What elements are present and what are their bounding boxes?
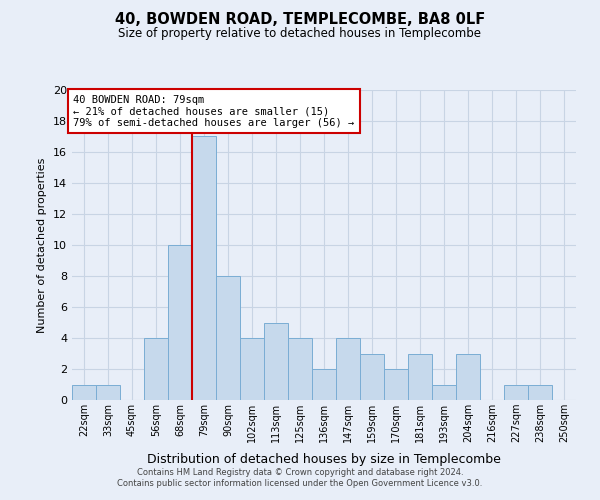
Bar	[144, 338, 168, 400]
Bar	[168, 245, 192, 400]
Text: Size of property relative to detached houses in Templecombe: Size of property relative to detached ho…	[119, 28, 482, 40]
Bar	[216, 276, 240, 400]
Text: 40, BOWDEN ROAD, TEMPLECOMBE, BA8 0LF: 40, BOWDEN ROAD, TEMPLECOMBE, BA8 0LF	[115, 12, 485, 28]
Bar	[384, 369, 408, 400]
Bar	[360, 354, 384, 400]
Text: Contains HM Land Registry data © Crown copyright and database right 2024.
Contai: Contains HM Land Registry data © Crown c…	[118, 468, 482, 487]
Bar	[312, 369, 336, 400]
Bar	[408, 354, 432, 400]
Bar	[96, 384, 120, 400]
Bar	[192, 136, 216, 400]
X-axis label: Distribution of detached houses by size in Templecombe: Distribution of detached houses by size …	[147, 454, 501, 466]
Bar	[504, 384, 528, 400]
Y-axis label: Number of detached properties: Number of detached properties	[37, 158, 47, 332]
Bar	[432, 384, 456, 400]
Bar	[288, 338, 312, 400]
Bar	[72, 384, 96, 400]
Bar	[456, 354, 480, 400]
Text: 40 BOWDEN ROAD: 79sqm
← 21% of detached houses are smaller (15)
79% of semi-deta: 40 BOWDEN ROAD: 79sqm ← 21% of detached …	[73, 94, 355, 128]
Bar	[240, 338, 264, 400]
Bar	[528, 384, 552, 400]
Bar	[264, 322, 288, 400]
Bar	[336, 338, 360, 400]
